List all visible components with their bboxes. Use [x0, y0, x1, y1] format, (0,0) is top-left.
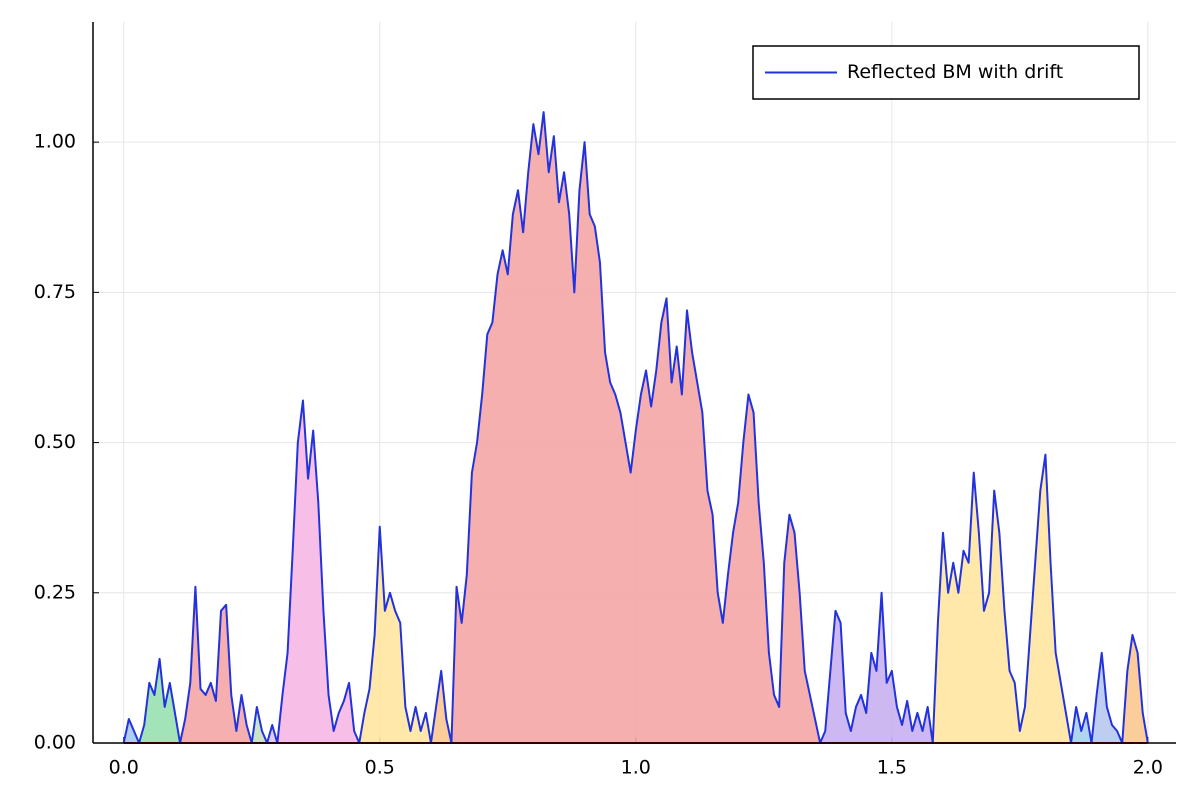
excursion-fill	[267, 724, 278, 743]
excursion-fill	[1122, 634, 1148, 743]
excursion-fill	[359, 526, 431, 743]
excursion-fill	[277, 400, 360, 743]
excursion-fill	[451, 112, 821, 743]
y-tick-label: 0.50	[34, 431, 76, 453]
excursion-fill	[932, 454, 1072, 743]
y-tick-label: 1.00	[34, 131, 76, 153]
x-tick-label: 1.0	[621, 757, 651, 779]
y-tick-label: 0.00	[34, 732, 76, 754]
excursion-fill	[430, 670, 452, 743]
y-tick-label: 0.25	[34, 581, 76, 603]
y-tick-label: 0.75	[34, 281, 76, 303]
excursion-fill	[139, 658, 181, 743]
x-tick-label: 0.5	[365, 757, 395, 779]
x-tick-label: 0.0	[109, 757, 139, 779]
x-tick-label: 1.5	[877, 757, 907, 779]
legend-label: Reflected BM with drift	[847, 61, 1063, 83]
legend-box	[752, 45, 1140, 100]
excursion-fill	[180, 586, 252, 743]
series-line	[122, 111, 1149, 744]
x-tick-label: 2.0	[1133, 757, 1163, 779]
excursion-fill	[123, 718, 140, 743]
